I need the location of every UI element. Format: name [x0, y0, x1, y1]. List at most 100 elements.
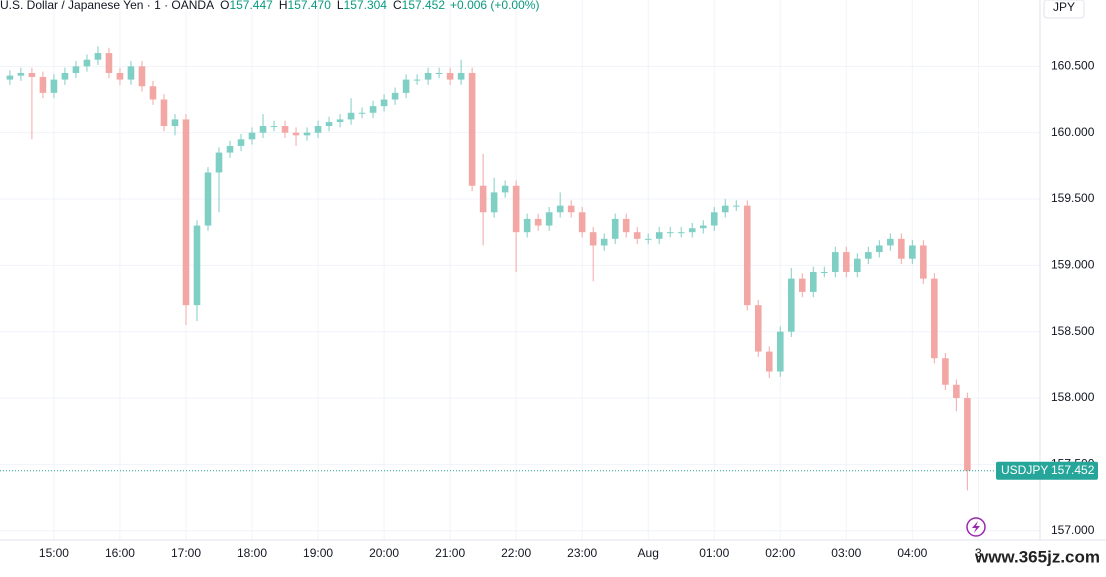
candle-body [468, 72, 476, 186]
candle-body [677, 232, 685, 234]
candle-body [809, 271, 817, 292]
x-tick-label: 04:00 [897, 546, 927, 560]
x-tick-label: 01:00 [699, 546, 729, 560]
ohlc-key: L [337, 0, 344, 12]
candle-body [589, 232, 597, 246]
candle-body [336, 119, 344, 123]
candle-body [248, 132, 256, 140]
candle-body [61, 72, 69, 80]
candle-body [666, 232, 674, 234]
candle-body [534, 218, 542, 226]
y-tick-label: 160.500 [1051, 59, 1095, 73]
candle-body [204, 172, 212, 226]
candle-body [490, 192, 498, 213]
currency: JPY [1053, 0, 1075, 14]
candle-body [347, 112, 355, 120]
ohlc-key: C [393, 0, 402, 12]
candle-body [832, 252, 839, 272]
x-tick-label: 15:00 [39, 546, 69, 560]
candle-body [776, 331, 784, 372]
candle-body [127, 66, 135, 80]
candle-body [909, 245, 916, 259]
ohlc-key: H [279, 0, 288, 12]
candle-body [17, 72, 25, 76]
x-tick-label: 02:00 [765, 546, 795, 560]
candle-body [931, 278, 938, 359]
candle-body [457, 72, 465, 80]
candle-body [545, 212, 553, 226]
candle-body [644, 238, 652, 240]
candle-body [787, 278, 795, 332]
candle-body [942, 358, 949, 385]
ohlc-value: 157.447 [229, 0, 273, 12]
x-tick-label: 19:00 [303, 546, 333, 560]
candle-body [160, 99, 168, 127]
candle-body [50, 79, 58, 93]
candle-body [523, 218, 531, 233]
candle-body [435, 72, 443, 74]
candle-body [325, 122, 333, 127]
change: +0.006 (+0.00%) [450, 0, 539, 12]
candle-body [578, 212, 586, 233]
candle-body [292, 132, 300, 136]
candle-body [303, 132, 311, 136]
x-tick-label: 18:00 [237, 546, 267, 560]
candle-body [171, 119, 179, 127]
candle-body [83, 59, 91, 67]
candle-body [105, 53, 113, 73]
header: U.S. Dollar / Japanese Yen · 1 · OANDA O1… [0, 0, 539, 12]
candle-body [413, 79, 421, 81]
x-tick-label: 21:00 [435, 546, 465, 560]
candle-body [358, 112, 366, 114]
candle-body [380, 99, 388, 107]
candle-body [567, 205, 575, 213]
price-label-box [996, 461, 1098, 480]
y-tick-label: 160.000 [1051, 125, 1095, 139]
ohlc-value: 157.304 [344, 0, 388, 12]
candle-body [743, 205, 751, 306]
candle-body [898, 238, 905, 259]
candle-body [6, 75, 14, 80]
candle-body [611, 218, 619, 239]
candle-body [887, 238, 894, 246]
candle-body [865, 252, 872, 259]
x-tick-label: Aug [638, 546, 659, 560]
y-tick-label: 158.000 [1051, 390, 1095, 404]
candle-body [710, 212, 718, 226]
candle-body [314, 126, 322, 133]
candle-body [964, 398, 971, 471]
lightning-icon[interactable] [966, 517, 986, 537]
candle-body [215, 152, 223, 173]
candle-body [28, 72, 36, 77]
candle-body [732, 205, 740, 207]
x-tick-label: 17:00 [171, 546, 201, 560]
y-tick-label: 157.000 [1051, 523, 1095, 537]
candle-body [754, 305, 762, 352]
candle-body [402, 79, 410, 93]
candle-body [259, 126, 267, 133]
candle-body [600, 238, 608, 246]
candle-body [226, 145, 234, 153]
candle-body [512, 185, 520, 233]
candle-body [556, 205, 564, 213]
candle-body [820, 271, 828, 273]
x-tick-label: 03:00 [831, 546, 861, 560]
candle-body [281, 126, 289, 133]
candle-body [633, 232, 641, 239]
candle-body [193, 225, 201, 306]
candle-body [270, 126, 278, 128]
candle-body [94, 53, 102, 60]
candle-body [391, 92, 399, 100]
currency-box[interactable] [1043, 0, 1085, 19]
candle-body [622, 218, 630, 233]
candle-body [920, 245, 927, 279]
candle-body [149, 86, 157, 100]
x-tick-label: 22:00 [501, 546, 531, 560]
candle-body [479, 185, 487, 213]
candle-body [182, 119, 190, 306]
candle-body [953, 384, 960, 399]
price-label-symbol: USDJPY [1001, 463, 1048, 477]
watermark: www.365jz.com [974, 547, 1100, 566]
